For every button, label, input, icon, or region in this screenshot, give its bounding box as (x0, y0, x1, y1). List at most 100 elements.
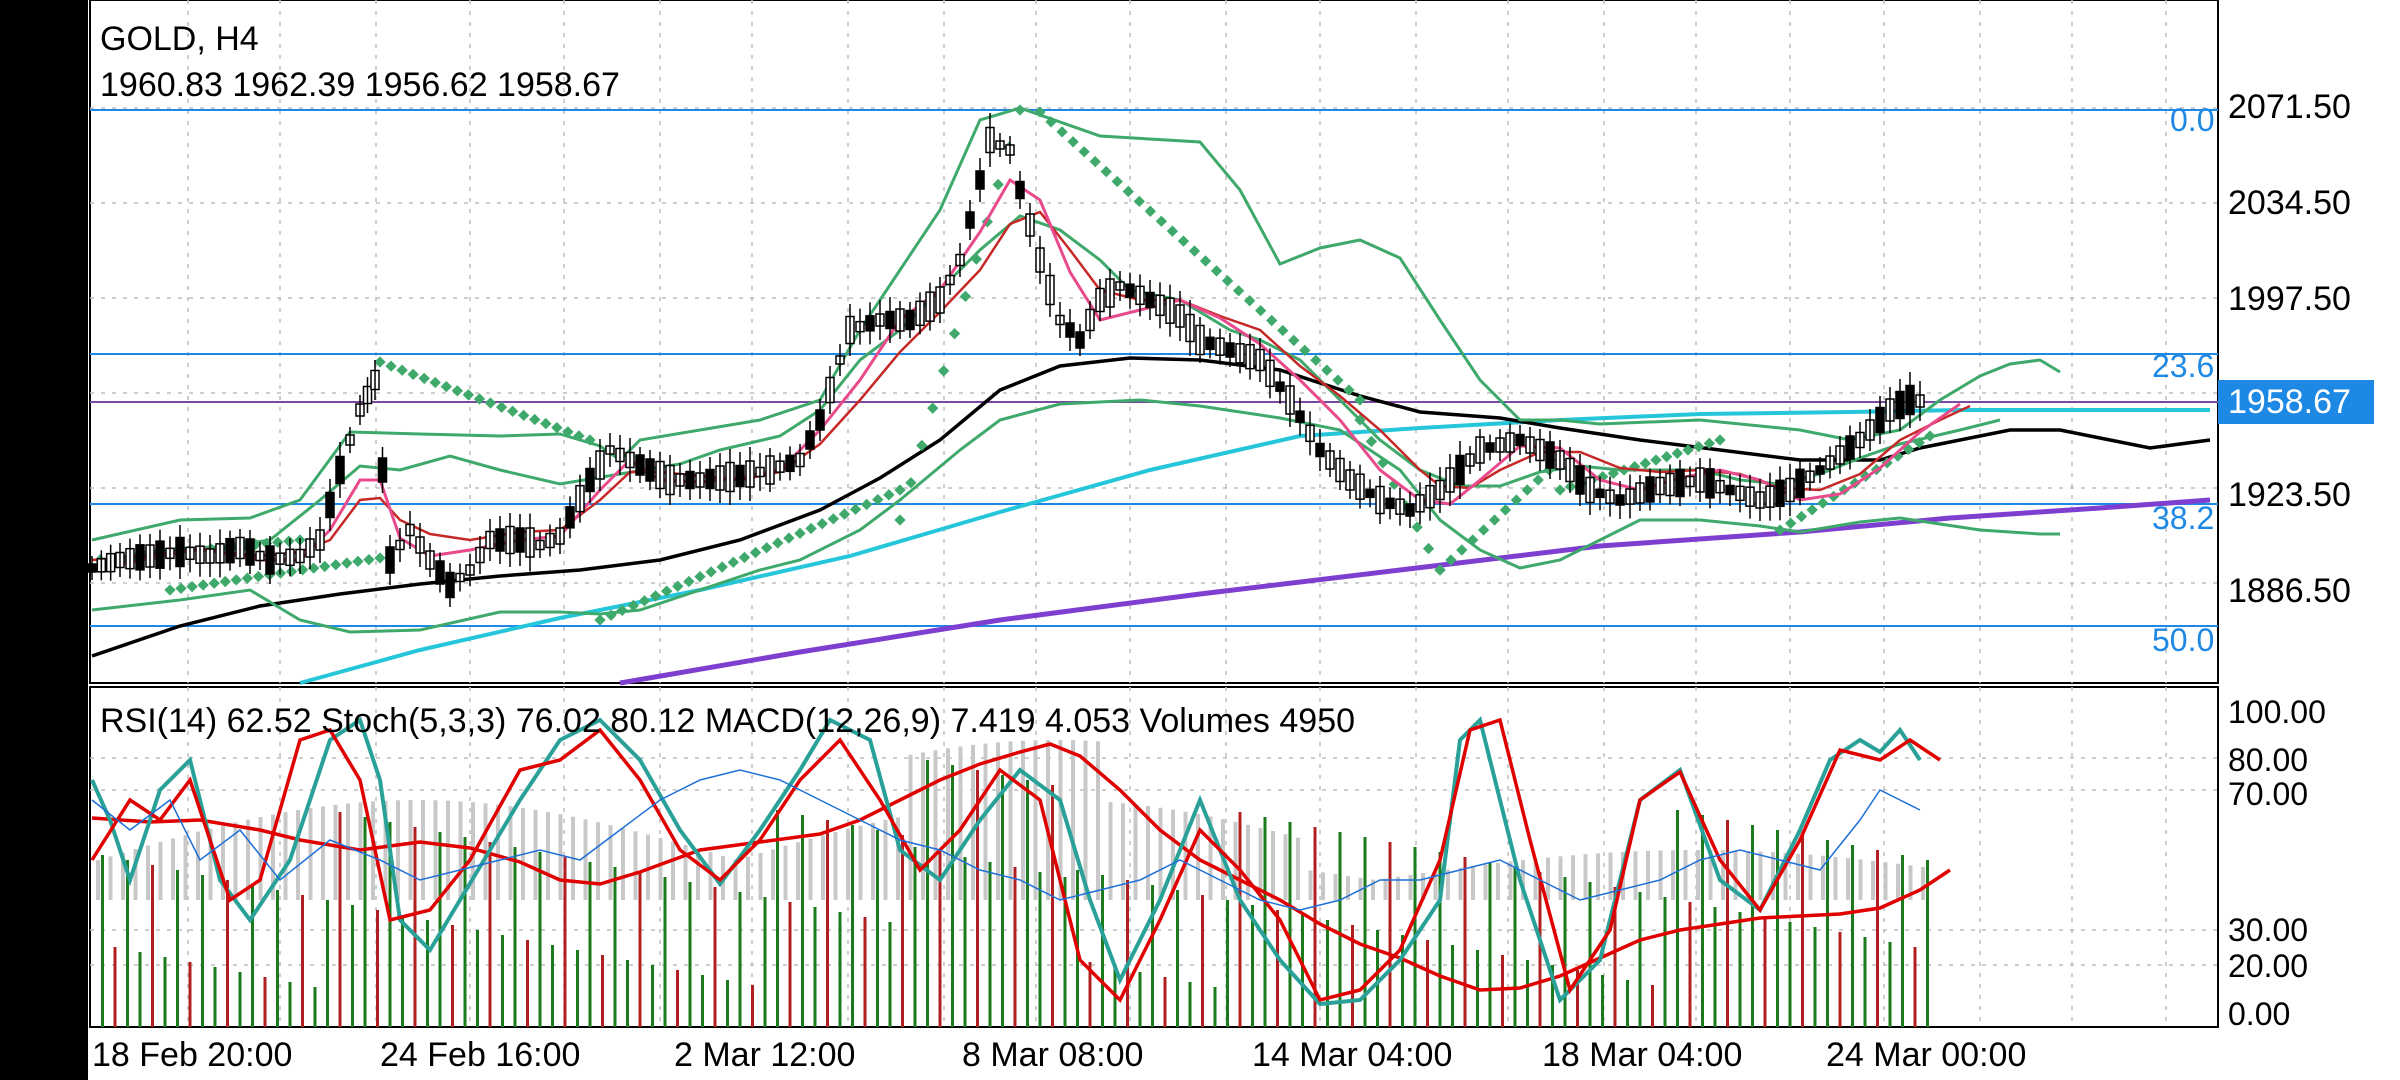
volume-bar (1751, 825, 1754, 1027)
macd-bar (821, 835, 825, 900)
stoch-signal-line (91, 742, 1951, 992)
sar-dot (1703, 437, 1715, 449)
macd-bar (1046, 740, 1050, 900)
macd-bar (1096, 741, 1100, 900)
sar-dot (473, 393, 486, 405)
sar-dot (1510, 494, 1523, 506)
sar-dot (1774, 524, 1786, 536)
sar-dot (905, 477, 917, 489)
sar-dot (1232, 285, 1245, 297)
volume-bar (726, 980, 729, 1027)
volume-bar (1238, 812, 1242, 1027)
sar-dot (1488, 514, 1501, 526)
sar-dot (661, 585, 673, 597)
volume-bar (1538, 872, 1542, 1027)
macd-bar (1896, 863, 1900, 900)
sar-dot (529, 413, 541, 426)
macd-bar (1471, 866, 1475, 900)
macd-bar (1821, 855, 1825, 900)
sar-dot (894, 484, 906, 496)
sar-dot (330, 559, 342, 571)
sar-dot (308, 562, 320, 574)
volume-bar (476, 930, 479, 1027)
volume-bar (713, 887, 717, 1027)
macd-bar (1146, 806, 1150, 900)
symbol-timeframe[interactable]: GOLD, H4 (100, 20, 259, 58)
volume-bar (101, 855, 104, 1027)
volume-bar (488, 842, 492, 1027)
osc-label-30: 30.00 (2228, 912, 2309, 948)
volume-bar (576, 950, 579, 1027)
macd-bar (608, 825, 613, 900)
volume-bar (1151, 885, 1154, 1027)
osc-label-80: 80.00 (2228, 742, 2309, 778)
sar-dot (418, 372, 430, 385)
sar-dot (1693, 441, 1705, 453)
sar-dot (1221, 275, 1234, 287)
volume-bar (213, 967, 217, 1027)
macd-bar (446, 800, 450, 900)
sar-dot (296, 564, 309, 576)
macd-bar (496, 804, 500, 900)
volume-bar (963, 857, 967, 1027)
last-price-badge: 1958.67 (2218, 380, 2374, 424)
osc-label-100: 100.00 (2228, 694, 2326, 730)
macd-bar (771, 849, 775, 900)
sar-dot (429, 376, 441, 389)
sar-dot (551, 422, 563, 434)
macd-bar (1021, 740, 1025, 900)
candlesticks[interactable] (87, 113, 1925, 607)
fibonacci-levels[interactable] (90, 109, 2218, 627)
volume-bar (1088, 962, 1092, 1027)
volume-bar (363, 817, 367, 1027)
volume-bar (513, 847, 517, 1027)
volume-bar (301, 895, 304, 1027)
sar-dot (1817, 497, 1829, 509)
volume-bar (238, 972, 242, 1027)
volume-bar (738, 892, 742, 1027)
volume-bars (101, 760, 1929, 1027)
volume-bar (1851, 845, 1854, 1027)
volume-bar (1638, 892, 1642, 1027)
macd-bar (283, 812, 288, 900)
sar-dot (1122, 185, 1134, 198)
sar-dot (1354, 394, 1366, 406)
date-label-18feb: 18 Feb 20:00 (92, 1036, 293, 1074)
macd-bar (1871, 860, 1875, 900)
macd-bar (1121, 803, 1125, 900)
sar-dot (363, 554, 375, 566)
macd-bar (633, 831, 638, 900)
sar-dot (283, 535, 295, 547)
macd-bar (333, 804, 338, 900)
macd-bar (583, 819, 588, 900)
volume-bar (651, 965, 654, 1027)
macd-bar (1683, 850, 1688, 900)
volume-bar (351, 905, 354, 1027)
macd-bar (1433, 871, 1438, 900)
volume-bar (1663, 897, 1667, 1027)
volume-bar (901, 835, 904, 1027)
macd-bar (708, 852, 713, 900)
macd-bar (508, 806, 513, 900)
macd-bar (871, 822, 875, 900)
sar-dot (1365, 435, 1378, 448)
macd-bar (846, 828, 850, 900)
volume-bar (163, 957, 167, 1027)
macd-bar (208, 828, 213, 900)
volume-bar (401, 915, 404, 1027)
volume-bar (313, 987, 317, 1027)
macd-bar (308, 808, 313, 900)
sar-dot (1445, 554, 1457, 566)
macd-bar (1733, 850, 1738, 900)
sar-dot (783, 532, 795, 544)
volume-bar (1126, 880, 1129, 1027)
sar-dot (948, 327, 961, 340)
osc-label-20: 20.00 (2228, 948, 2309, 984)
macd-bar (1058, 740, 1063, 900)
sar-dot (1354, 414, 1366, 426)
volume-bar (588, 862, 592, 1027)
volume-bar (1651, 985, 1654, 1027)
volume-bar (1201, 895, 1204, 1027)
fib-label-50: 50.0 (2152, 622, 2215, 658)
